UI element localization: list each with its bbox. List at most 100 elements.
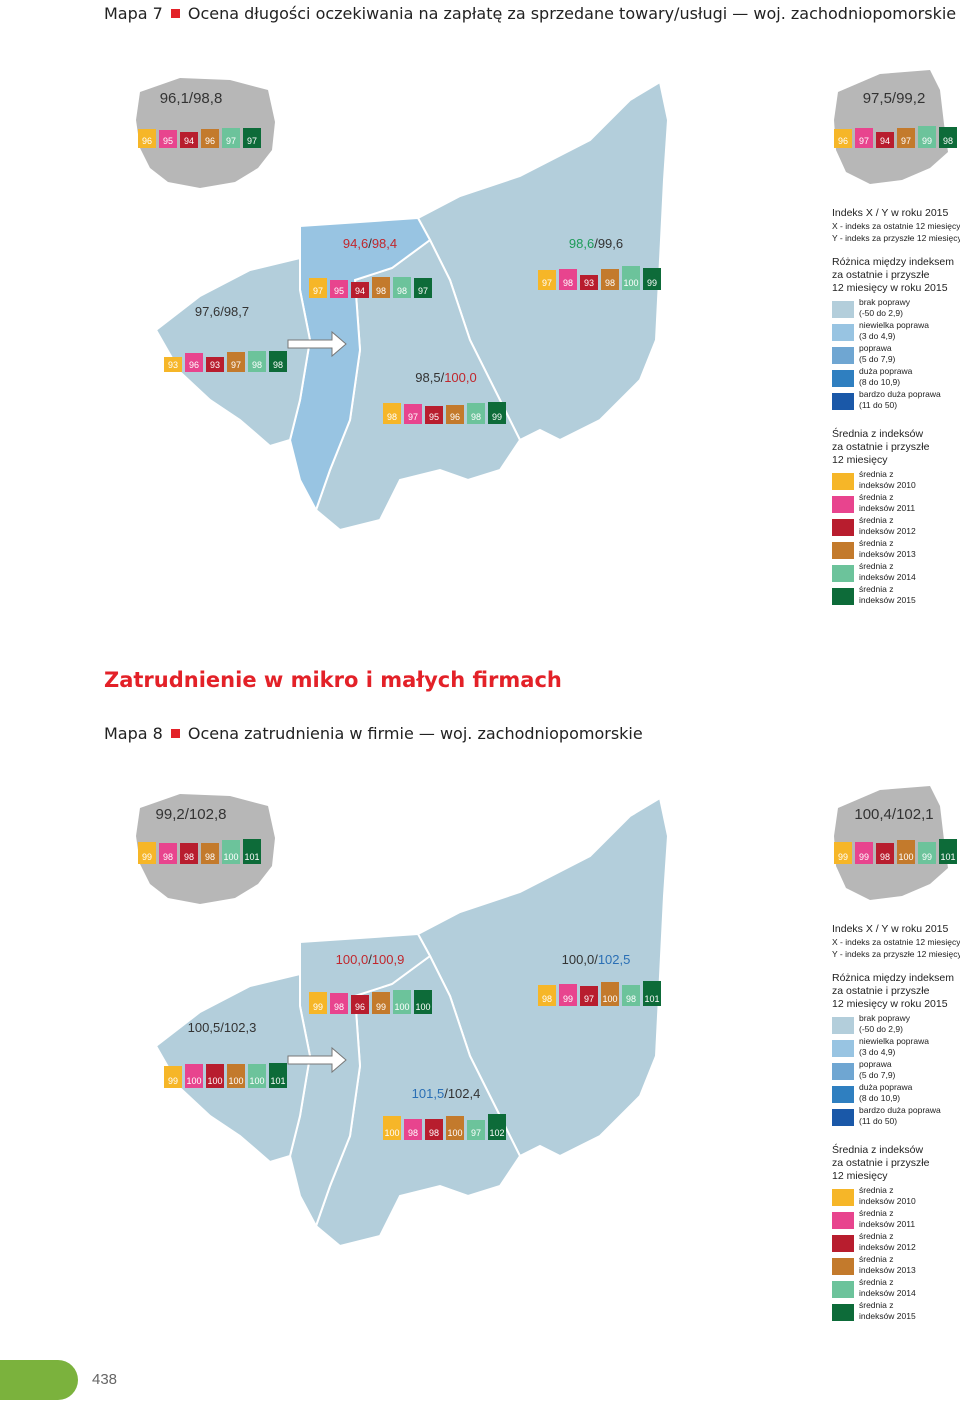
legend-diff-item: poprawa (5 do 7,9) bbox=[832, 343, 960, 364]
legend-item-label: średnia z indeksów 2012 bbox=[859, 1231, 916, 1252]
map8-region-north-east-bars: 98 99 97 100 98 101 bbox=[538, 980, 661, 1006]
map7-region-north-east-bar-2012: 93 bbox=[580, 274, 598, 290]
map8-region-south-index-y: 102,4 bbox=[447, 1086, 481, 1101]
map8-region-south-bar-label: 98 bbox=[428, 1127, 439, 1138]
map8-region-south-bar-2011: 98 bbox=[404, 1118, 422, 1140]
map8-inset-left-bar-label: 98 bbox=[204, 851, 215, 862]
legend-avg-item: średnia z indeksów 2013 bbox=[832, 538, 960, 559]
map7-inset-left-bar-2013: 96 bbox=[201, 129, 219, 148]
slash: / bbox=[184, 806, 189, 823]
map7-inset-right-index: 97,5/99,2 bbox=[863, 90, 926, 107]
map7-title-text: Ocena długości oczekiwania na zapłatę za… bbox=[187, 4, 957, 23]
legend-map7: Indeks X / Y w roku 2015 X - indeks za os… bbox=[832, 207, 960, 605]
legend-avg-title: Średnia z indeksów bbox=[832, 1144, 924, 1156]
map7-inset-right-bar-label: 99 bbox=[921, 135, 932, 146]
map8-region-north-center-bar-2010: 99 bbox=[309, 991, 327, 1014]
map7-inset-right-bar-2014: 99 bbox=[918, 125, 936, 148]
map7-inset-right-bars: 96 97 94 97 99 98 bbox=[834, 122, 957, 148]
map8-inset-left-index: 99,2/102,8 bbox=[156, 806, 227, 823]
map8-region-south-bar-label: 100 bbox=[447, 1127, 463, 1138]
map7-region-south-bar-label: 96 bbox=[449, 411, 460, 422]
map7-region-north-east-bar-2011: 98 bbox=[559, 268, 577, 290]
legend-item-label: średnia z indeksów 2010 bbox=[859, 469, 916, 490]
map8-inset-right-index-x: 100,4 bbox=[854, 806, 892, 823]
map8-region-north-east-bar-label: 101 bbox=[644, 993, 660, 1004]
legend-swatch bbox=[832, 1281, 854, 1298]
map8-region-west-bar-label: 100 bbox=[207, 1075, 223, 1086]
map8-region-north-center-index: 100,0/100,9 bbox=[336, 952, 405, 967]
map8-inset-left-index-y: 102,8 bbox=[188, 806, 227, 823]
map7-region-south-index-y: 100,0 bbox=[444, 370, 477, 385]
legend-swatch bbox=[832, 1304, 854, 1321]
map8-inset-left-bar-2014: 100 bbox=[222, 840, 240, 864]
map8-inset-right-index-y: 102,1 bbox=[896, 806, 934, 823]
map7-region-west-bar-label: 98 bbox=[251, 359, 262, 370]
legend-x-desc: X - indeks za ostatnie 12 miesięcy bbox=[832, 221, 960, 231]
legend-avg-title: 12 miesięcy bbox=[832, 1170, 888, 1182]
map8-region-north-east-bar-2011: 99 bbox=[559, 983, 577, 1006]
legend-swatch bbox=[832, 1040, 854, 1057]
map8-region-north-center-bar-label: 98 bbox=[333, 1001, 344, 1012]
map7-region-north-center-bar-label: 97 bbox=[417, 286, 428, 296]
map7-region-west-index: 97,6/98,7 bbox=[195, 304, 249, 319]
map7-inset-left-bar-2011: 95 bbox=[159, 130, 177, 148]
map8-region-south-bar-2015: 102 bbox=[488, 1114, 506, 1140]
legend-swatch bbox=[832, 496, 854, 513]
map8-inset-right-bar-2010: 99 bbox=[834, 841, 852, 864]
map8-title: Mapa 8 Ocena zatrudnienia w firmie — woj.… bbox=[104, 724, 643, 743]
legend-diff-item: poprawa (5 do 7,9) bbox=[832, 1059, 960, 1080]
map8-region-south-bars: 100 98 98 100 97 102 bbox=[383, 1114, 506, 1140]
map8-region-south-bar-2010: 100 bbox=[383, 1116, 401, 1140]
legend-avg-item: średnia z indeksów 2013 bbox=[832, 1254, 960, 1275]
legend-avg-item: średnia z indeksów 2014 bbox=[832, 561, 960, 582]
map7-region-north-center-bar-label: 97 bbox=[312, 286, 323, 296]
map8-inset-left-bar-2015: 101 bbox=[243, 839, 261, 864]
map8-region-north-center-bar-2015: 100 bbox=[414, 990, 432, 1014]
map7-inset-left-bar-2015: 97 bbox=[243, 128, 261, 148]
map7-region-north-east-bar-2013: 98 bbox=[601, 268, 619, 290]
map8-region-north-east-bar-2012: 97 bbox=[580, 986, 598, 1006]
map8-region-south-bar-label: 98 bbox=[407, 1127, 418, 1138]
map8-inset-right-bar-label: 101 bbox=[940, 851, 956, 862]
legend-swatch bbox=[832, 1258, 854, 1275]
bullet-square-icon bbox=[170, 9, 180, 18]
map8-inset-right-bar-label: 100 bbox=[898, 851, 914, 862]
map8-svg bbox=[136, 786, 948, 1248]
map7-region-north-center-bar-2012: 94 bbox=[351, 281, 369, 298]
map8-inset-left-bar-label: 101 bbox=[244, 851, 260, 862]
slash: / bbox=[440, 370, 445, 385]
legend-diff-title: za ostatnie i przyszłe bbox=[832, 985, 930, 997]
map7-region-south-bar-2015: 99 bbox=[488, 401, 506, 424]
map7-region-north-east-bar-2014: 100 bbox=[622, 266, 640, 290]
map7-region-north-east-bar-label: 93 bbox=[583, 277, 594, 288]
map7-region-west-index-x: 97,6 bbox=[194, 304, 221, 319]
map7-region-north-east-bars: 97 98 93 98 100 99 bbox=[538, 264, 661, 290]
map8-region-north-east-bar-2014: 98 bbox=[622, 984, 640, 1006]
map8-region-north-east-bar-label: 100 bbox=[602, 993, 618, 1004]
map7-title: Mapa 7 Ocena długości oczekiwania na zapł… bbox=[104, 4, 956, 23]
map7-region-north-east-index: 98,6/99,6 bbox=[569, 236, 623, 251]
map7-inset-right-index-y: 99,2 bbox=[896, 90, 926, 107]
map8-region-north-east-index: 100,0/102,5 bbox=[562, 952, 631, 967]
map7-region-north-center-bar-2011: 95 bbox=[330, 280, 348, 298]
map7-region-south-bar-2012: 95 bbox=[425, 406, 443, 424]
map7-inset-left-bar-label: 97 bbox=[246, 136, 257, 146]
map7-region-west-bar-label: 96 bbox=[188, 359, 199, 370]
map7-region-west-index-y: 98,7 bbox=[223, 304, 250, 319]
map7-region-south-bar-label: 95 bbox=[428, 411, 439, 422]
legend-diff-title: Różnica między indeksem bbox=[832, 972, 954, 984]
map7-inset-left-bar-2012: 94 bbox=[180, 131, 198, 148]
map7-region-north-east-bar-label: 98 bbox=[604, 277, 615, 288]
legend-item-label: średnia z indeksów 2013 bbox=[859, 538, 916, 559]
legend-avg-item: średnia z indeksów 2010 bbox=[832, 469, 960, 490]
map8-region-north-east-bar-2010: 98 bbox=[538, 984, 556, 1006]
legend-item-label: średnia z indeksów 2011 bbox=[859, 1208, 916, 1229]
map7-region-west-bar-2015: 98 bbox=[269, 350, 287, 372]
slash: / bbox=[594, 952, 598, 967]
legend-swatch bbox=[832, 565, 854, 582]
legend-diff-item: bardzo duża poprawa (11 do 50) bbox=[832, 1105, 960, 1126]
map8-inset-left-bar-label: 99 bbox=[141, 851, 152, 862]
map8-region-north-east-bar-2015: 101 bbox=[643, 981, 661, 1006]
legend-swatch bbox=[832, 1017, 854, 1034]
map7-region-south-bar-label: 98 bbox=[386, 411, 397, 422]
